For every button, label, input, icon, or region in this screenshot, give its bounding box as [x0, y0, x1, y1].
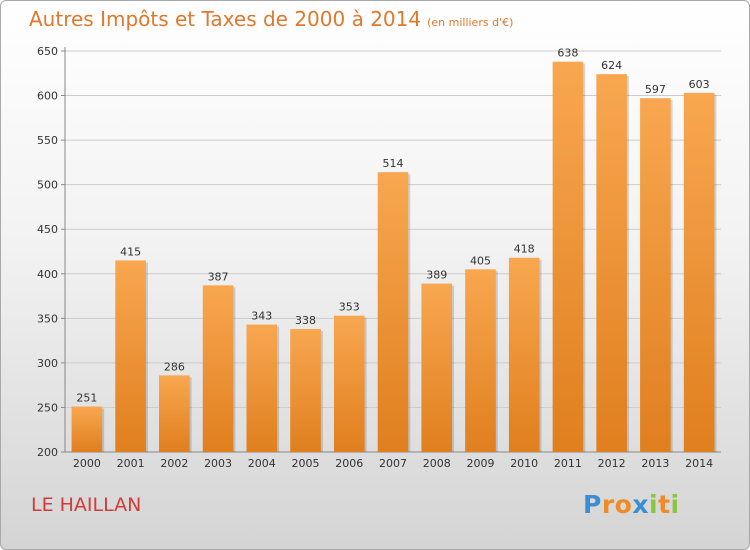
y-tick-label: 500 — [37, 179, 58, 192]
logo-letter: t — [658, 490, 671, 519]
x-tick-label: 2009 — [466, 457, 494, 470]
bar-value-label: 638 — [557, 47, 578, 60]
x-tick-label: 2001 — [117, 457, 145, 470]
chart-title-text: Autres Impôts et Taxes de 2000 à 2014 — [29, 7, 422, 31]
y-tick-label: 400 — [37, 268, 58, 281]
bar — [421, 283, 453, 452]
x-tick-label: 2004 — [248, 457, 276, 470]
bar-value-label: 597 — [645, 83, 666, 96]
x-tick-label: 2002 — [160, 457, 188, 470]
y-tick-label: 550 — [37, 134, 58, 147]
bar-value-label: 286 — [164, 360, 185, 373]
chart-unit-label: (en milliers d'€) — [427, 16, 514, 29]
bar — [71, 406, 103, 452]
x-tick-label: 2008 — [423, 457, 451, 470]
x-tick-label: 2003 — [204, 457, 232, 470]
bar-value-label: 514 — [383, 157, 404, 170]
x-tick-label: 2006 — [335, 457, 363, 470]
bar-value-label: 418 — [514, 243, 535, 256]
bar — [333, 315, 365, 452]
logo-letter: r — [601, 490, 615, 519]
x-tick-label: 2011 — [554, 457, 582, 470]
y-tick-label: 650 — [37, 45, 58, 58]
x-tick-label: 2010 — [510, 457, 538, 470]
y-tick-label: 600 — [37, 90, 58, 103]
place-name: LE HAILLAN — [31, 494, 142, 516]
bar-value-label: 603 — [689, 78, 710, 91]
bar — [246, 324, 278, 452]
bar — [683, 92, 715, 452]
logo-letter: x — [632, 490, 649, 519]
logo-letter: P — [583, 490, 602, 519]
bar — [202, 285, 234, 452]
y-tick-label: 200 — [37, 446, 58, 459]
y-tick-label: 300 — [37, 357, 58, 370]
x-tick-label: 2012 — [598, 457, 626, 470]
bar — [508, 257, 540, 452]
bar — [465, 269, 496, 452]
bar — [596, 74, 627, 453]
chart-title: Autres Impôts et Taxes de 2000 à 2014 (en… — [29, 7, 513, 31]
bar-value-label: 624 — [601, 59, 622, 72]
labels: 200 250 300 350 400 450 500 550 600 650 251 2000 415… — [37, 45, 713, 470]
x-tick-label: 2014 — [685, 457, 713, 470]
bar-value-label: 353 — [339, 301, 360, 314]
x-tick-label: 2005 — [292, 457, 320, 470]
bar — [552, 61, 584, 453]
bar-value-label: 338 — [295, 314, 316, 327]
bar — [640, 98, 671, 453]
bar — [115, 260, 146, 452]
bar-value-label: 389 — [426, 269, 447, 282]
bars — [71, 61, 717, 453]
bar — [290, 329, 321, 452]
logo-letter: i — [670, 490, 680, 519]
y-tick-label: 350 — [37, 312, 58, 325]
bar-value-label: 387 — [208, 270, 229, 283]
x-tick-label: 2000 — [73, 457, 101, 470]
bar-value-label: 251 — [76, 392, 97, 405]
bar-value-label: 343 — [251, 310, 272, 323]
y-tick-label: 450 — [37, 223, 58, 236]
bar — [377, 172, 409, 453]
proxiti-logo[interactable]: Proxiti — [583, 490, 680, 519]
bar-value-label: 415 — [120, 245, 141, 258]
x-tick-label: 2013 — [641, 457, 669, 470]
y-tick-label: 250 — [37, 401, 58, 414]
bar-value-label: 405 — [470, 254, 491, 267]
x-tick-label: 2007 — [379, 457, 407, 470]
logo-letter: o — [614, 490, 633, 519]
logo-letter: i — [649, 490, 659, 519]
bar — [159, 375, 190, 452]
